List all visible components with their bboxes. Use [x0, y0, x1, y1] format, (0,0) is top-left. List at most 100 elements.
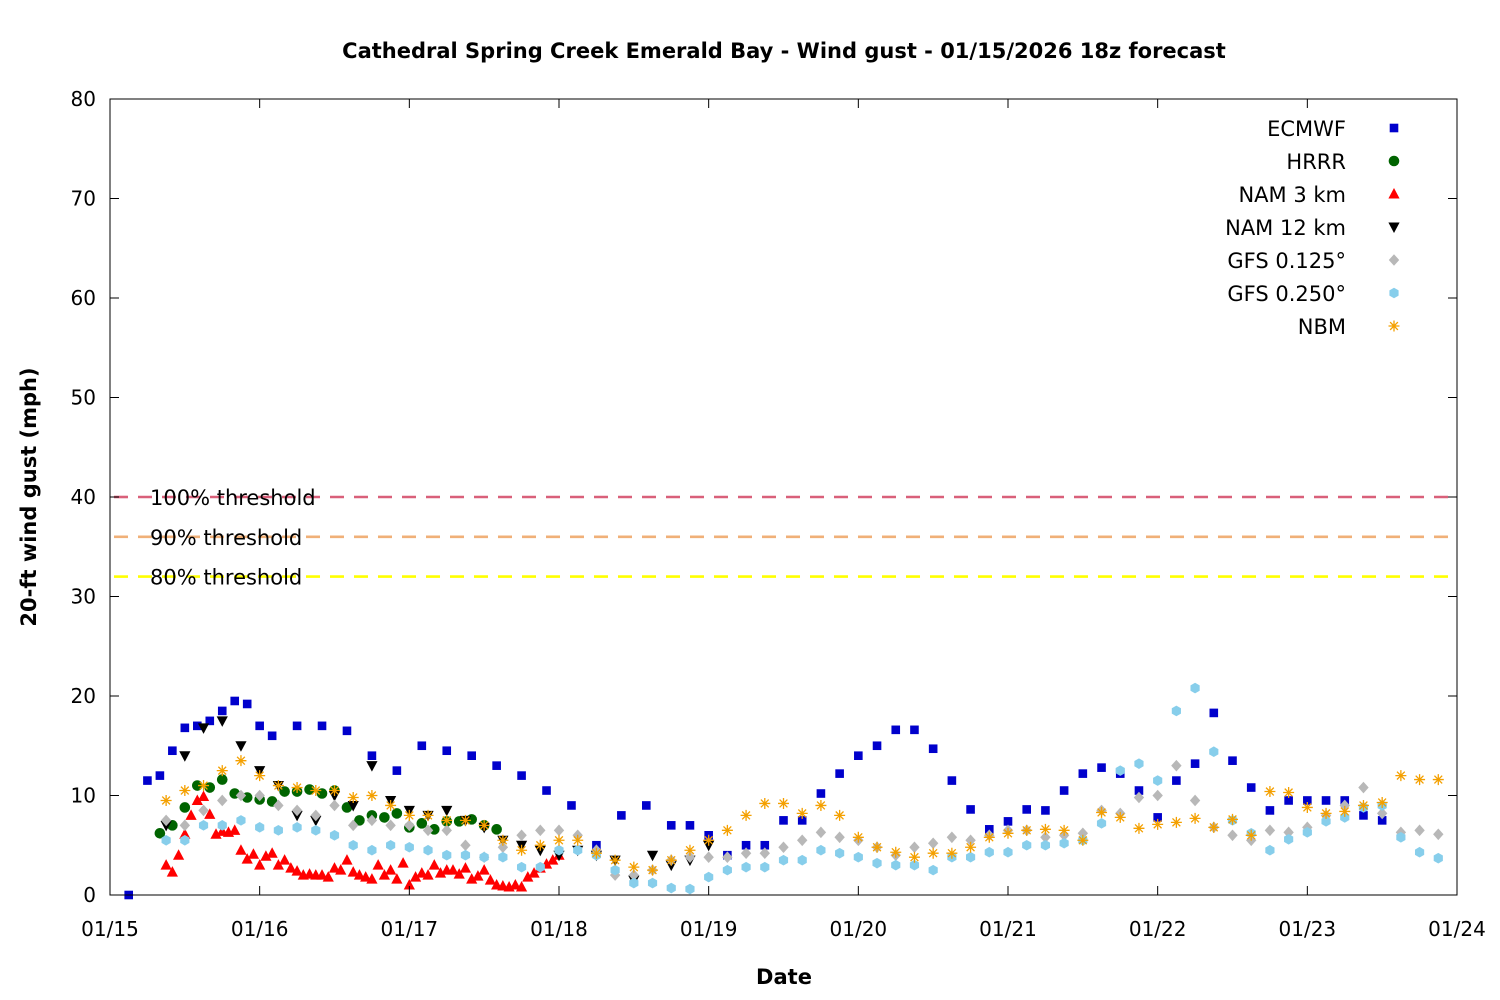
legend-marker — [1389, 123, 1399, 133]
series-6-point — [1339, 805, 1351, 817]
series-5-point — [1153, 775, 1163, 786]
series-0-point — [242, 699, 252, 709]
series-5-point — [1096, 818, 1107, 829]
series-4-point — [778, 841, 789, 854]
series-0-point — [617, 811, 626, 820]
series-6 — [160, 755, 1444, 876]
series-2-point — [515, 881, 528, 892]
series-0-point — [872, 741, 882, 751]
series-1-point — [379, 812, 390, 823]
series-6-point — [908, 851, 920, 863]
legend-marker — [1388, 155, 1400, 167]
series-0-point — [217, 706, 227, 716]
series-3-point — [347, 800, 359, 812]
series-0-point — [367, 751, 377, 760]
series-6-point — [1227, 813, 1238, 825]
series-2-point — [416, 867, 428, 878]
legend-label: GFS 0.250° — [1227, 282, 1346, 306]
series-2-point — [353, 869, 366, 880]
series-0-point — [567, 801, 576, 810]
series-6-point — [160, 794, 172, 806]
series-5-point — [1003, 846, 1013, 858]
series-0-point — [966, 805, 975, 814]
series-5-point — [741, 861, 751, 873]
series-2-point — [347, 866, 359, 877]
series-4-point — [1264, 824, 1276, 837]
series-4-point — [497, 841, 509, 854]
series-5 — [161, 682, 1443, 895]
series-2-point — [191, 794, 203, 805]
series-6-point — [329, 785, 340, 797]
series-0-point — [1265, 806, 1275, 815]
series-4-point — [366, 814, 378, 827]
legend-marker — [1388, 222, 1400, 233]
threshold-label-0: 100% threshold — [150, 486, 316, 510]
series-2-point — [229, 824, 241, 835]
series-4-point — [273, 799, 284, 812]
series-2-point — [372, 859, 384, 870]
series-4-point — [404, 819, 415, 832]
series-1-point — [391, 808, 403, 819]
series-5-point — [292, 822, 302, 833]
series-2-point — [172, 849, 185, 860]
series-1-point — [216, 774, 228, 785]
series-5-point — [835, 847, 845, 859]
series-0-point — [666, 821, 676, 830]
series-3-point — [197, 723, 210, 734]
series-5-point — [423, 844, 433, 856]
legend-marker — [1388, 254, 1400, 266]
series-0-point — [492, 761, 501, 770]
y-axis-title: 20-ft wind gust (mph) — [17, 367, 41, 626]
series-5-point — [1284, 833, 1294, 845]
series-3-point — [235, 741, 247, 752]
series-0-point — [1190, 759, 1200, 768]
series-0-point — [947, 776, 957, 785]
series-2-point — [447, 864, 459, 875]
y-tick-label: 70 — [71, 187, 96, 211]
series-5-point — [797, 854, 807, 866]
series-0-point — [1078, 769, 1088, 778]
series-6-point — [684, 844, 696, 856]
series-2-point — [316, 869, 328, 880]
series-0-point — [442, 746, 452, 756]
series-6-point — [1058, 824, 1070, 836]
series-0-point — [267, 731, 277, 741]
series-6-point — [403, 809, 415, 821]
series-4-point — [1171, 759, 1182, 772]
series-4-point — [460, 839, 471, 852]
series-6-point — [852, 831, 864, 843]
series-2-point — [403, 879, 415, 890]
series-5-point — [1040, 839, 1051, 851]
series-5-point — [348, 839, 358, 851]
series-2-point — [241, 853, 253, 864]
y-tick-label: 20 — [71, 684, 96, 708]
series-5-point — [1059, 837, 1069, 849]
series-5-point — [535, 861, 545, 873]
series-6-point — [385, 799, 397, 811]
series-4-point — [235, 789, 247, 802]
series-2-point — [466, 873, 478, 884]
series-5-point — [872, 857, 882, 869]
series-5-point — [647, 877, 658, 889]
x-tick-label: 01/22 — [1129, 917, 1187, 941]
series-6-point — [1395, 770, 1407, 782]
series-2-point — [260, 850, 272, 861]
series-4-point — [348, 819, 359, 832]
series-0-point — [180, 723, 190, 733]
x-tick-label: 01/21 — [979, 917, 1037, 941]
series-6-point — [1245, 829, 1257, 841]
series-2-point — [179, 828, 191, 839]
series-6-point — [516, 844, 528, 856]
series-6-point — [347, 791, 359, 803]
series-5-point — [255, 822, 265, 833]
legend-label: NAM 3 km — [1238, 183, 1346, 207]
y-tick-label: 80 — [71, 87, 96, 111]
series-5-point — [760, 861, 770, 873]
x-tick-label: 01/24 — [1428, 917, 1486, 941]
series-6-point — [1432, 774, 1444, 786]
series-6-point — [590, 847, 602, 859]
series-5-point — [367, 844, 377, 856]
series-1-point — [154, 828, 166, 839]
series-4-point — [628, 869, 640, 881]
